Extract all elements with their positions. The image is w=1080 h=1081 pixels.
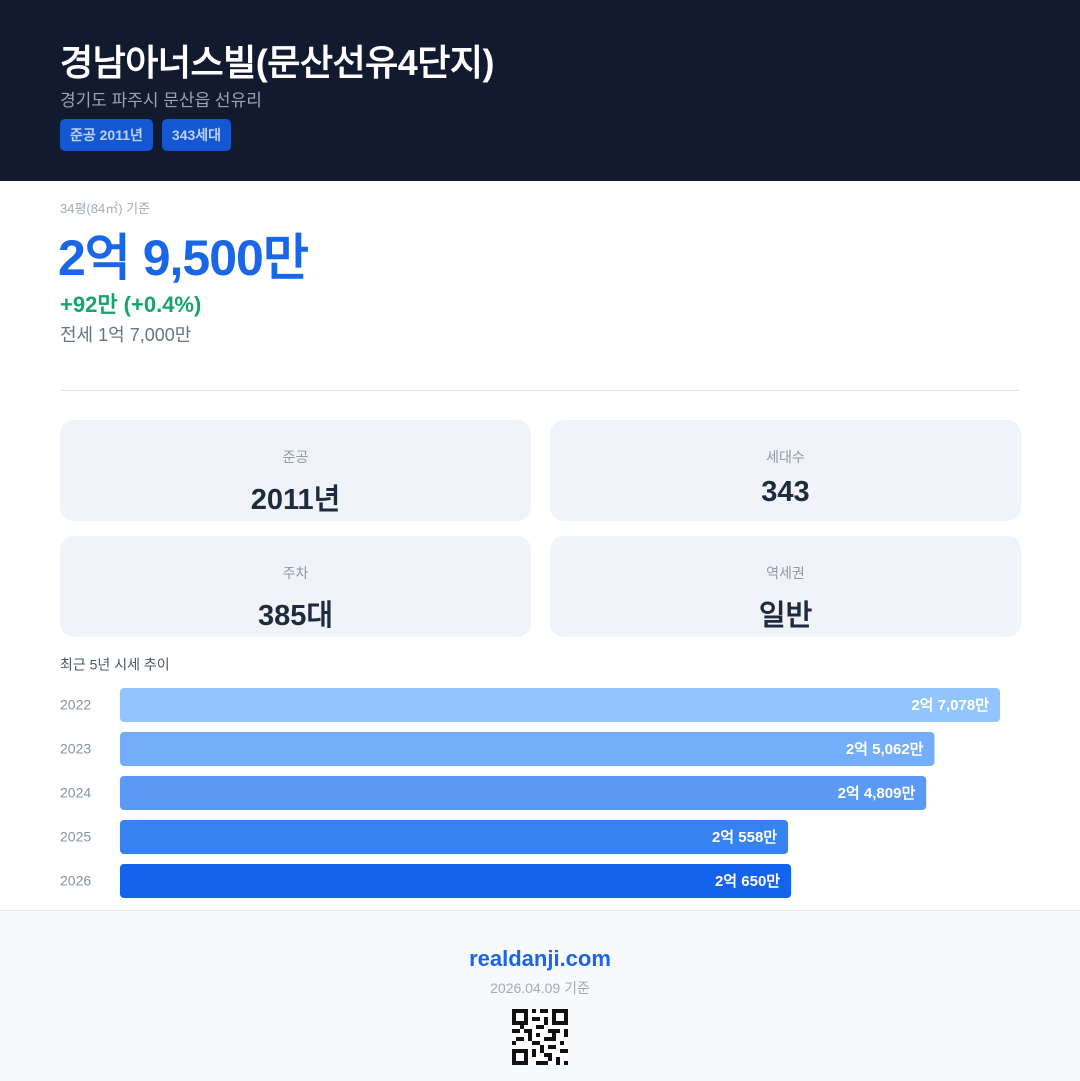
stat-value: 385대 — [257, 600, 334, 632]
y-tick-label: 2023 — [60, 741, 91, 757]
bar — [120, 688, 1000, 722]
y-tick-label: 2026 — [60, 873, 91, 889]
chart: 최근 5년 시세 추이 2022 2억 7,078만 2023 2억 5,062만 20… — [60, 657, 1000, 898]
bar — [120, 776, 927, 810]
chart-title: 최근 5년 시세 추이 — [60, 657, 170, 673]
stat-label: 준공 — [282, 449, 309, 465]
price-basis: 34평(84㎡) 기준 — [60, 201, 151, 216]
stat-label: 세대수 — [766, 449, 805, 465]
address: 경기도 파주시 문산읍 선유리 — [60, 91, 262, 110]
jeonse: 전세 1억 7,000만 — [60, 325, 192, 345]
title: 경남아너스빌(문산선유4단지) — [60, 42, 494, 83]
stat-value: 일반 — [758, 600, 813, 632]
value-label: 2억 5,062만 — [846, 740, 924, 758]
stat-value: 343 — [761, 476, 810, 508]
footer: realdanji.com 2026.04.09 기준 — [0, 910, 1080, 1081]
stat-label: 주차 — [282, 565, 309, 581]
stat-card: 세대수 343 — [550, 420, 1021, 521]
y-tick-label: 2025 — [60, 829, 91, 845]
stat-label: 역세권 — [766, 565, 805, 581]
bar — [120, 864, 792, 898]
badge: 343세대 — [161, 119, 232, 151]
stat-card: 준공 2011년 — [60, 420, 531, 521]
value-label: 2억 4,809만 — [838, 784, 916, 802]
price-change: +92만 (+0.4%) — [60, 292, 202, 317]
badge: 준공 2011년 — [60, 119, 153, 151]
value-label: 2억 650만 — [715, 872, 780, 890]
value-label: 2억 558만 — [712, 828, 777, 846]
y-tick-label: 2024 — [60, 785, 91, 801]
stat-card: 주차 385대 — [60, 536, 531, 637]
badges: 준공 2011년 343세대 — [60, 119, 232, 151]
bar — [120, 820, 789, 854]
divider — [60, 390, 1020, 391]
date: 2026.04.09 기준 — [490, 980, 590, 996]
value-label: 2억 7,078만 — [911, 696, 989, 714]
stat-value: 2011년 — [250, 484, 341, 516]
bar — [120, 732, 935, 766]
y-tick-label: 2022 — [60, 697, 91, 713]
qr-code — [512, 1009, 568, 1065]
stat-card: 역세권 일반 — [550, 536, 1021, 637]
header: 경남아너스빌(문산선유4단지) 경기도 파주시 문산읍 선유리 준공 2011년… — [0, 0, 1080, 181]
site-link[interactable]: realdanji.com — [469, 946, 611, 971]
price: 2억 9,500만 — [58, 230, 309, 286]
